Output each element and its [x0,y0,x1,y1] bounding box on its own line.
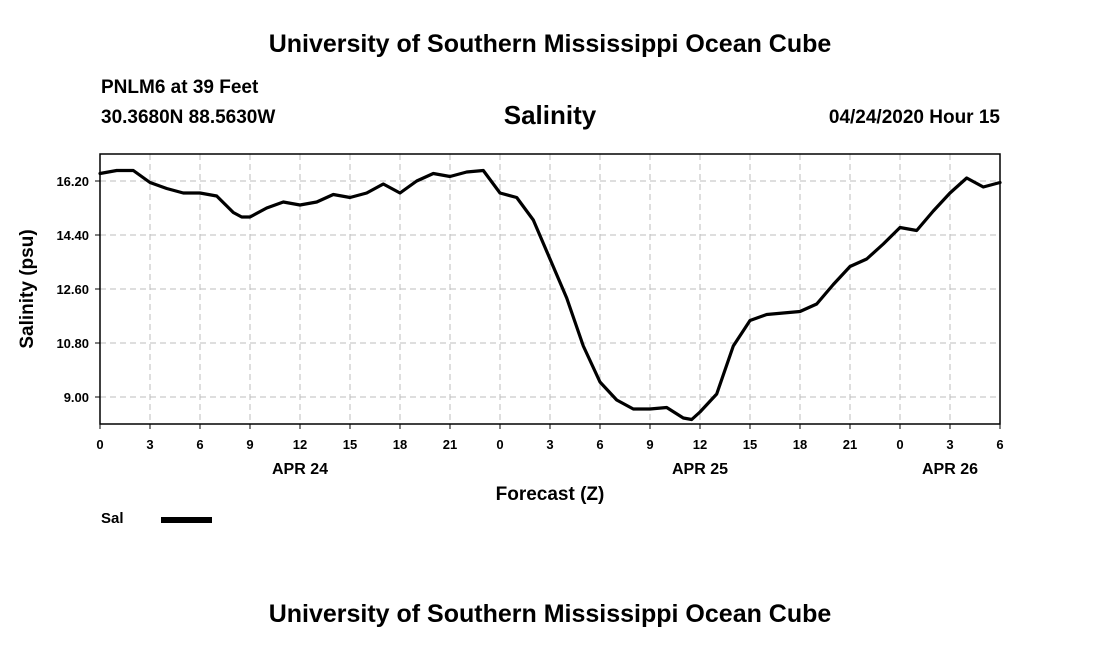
legend-swatch-sal [161,517,212,523]
timestamp-label: 04/24/2020 Hour 15 [828,107,1000,128]
x-tick-label: 15 [343,437,357,452]
legend-label-sal: Sal [101,510,124,527]
x-tick-label: 6 [196,437,203,452]
x-axis-label: Forecast (Z) [496,484,605,505]
x-tick-label: 0 [896,437,903,452]
x-tick-label: 21 [843,437,857,452]
x-tick-label: 21 [443,437,457,452]
chart-title: Salinity [503,100,597,130]
coordinates-label: 30.3680N 88.5630W [101,107,276,128]
date-label: APR 26 [922,461,978,478]
footer-title: University of Southern Mississippi Ocean… [268,600,832,628]
y-tick-label: 12.60 [56,282,89,297]
y-tick-label: 10.80 [56,336,89,351]
y-tick-label: 9.00 [64,390,89,405]
x-tick-label: 3 [146,437,153,452]
x-tick-label: 15 [743,437,757,452]
y-tick-label: 16.20 [56,174,89,189]
x-tick-label: 9 [646,437,653,452]
plot-frame [99,153,1001,425]
date-label: APR 24 [272,461,328,478]
x-tick-label: 12 [293,437,307,452]
x-tick-label: 6 [596,437,603,452]
x-tick-label: 6 [996,437,1003,452]
x-tick-label: 3 [946,437,953,452]
x-tick-label: 18 [793,437,807,452]
page-title: University of Southern Mississippi Ocean… [268,30,832,58]
x-tick-label: 0 [496,437,503,452]
salinity-chart: 9.00 10.80 12.60 14.40 16.20 0 3 6 9 12 15 18 21 0 3 6 9… [17,153,1004,505]
y-axis-label: Salinity (psu) [17,229,38,348]
x-tick-label: 12 [693,437,707,452]
series-line-sal [98,168,1002,422]
x-tick-label: 18 [393,437,407,452]
station-label: PNLM6 at 39 Feet [101,77,259,98]
date-label: APR 25 [672,461,728,478]
x-tick-label: 0 [96,437,103,452]
y-tick-label: 14.40 [56,228,89,243]
x-tick-label: 9 [246,437,253,452]
x-tick-label: 3 [546,437,553,452]
